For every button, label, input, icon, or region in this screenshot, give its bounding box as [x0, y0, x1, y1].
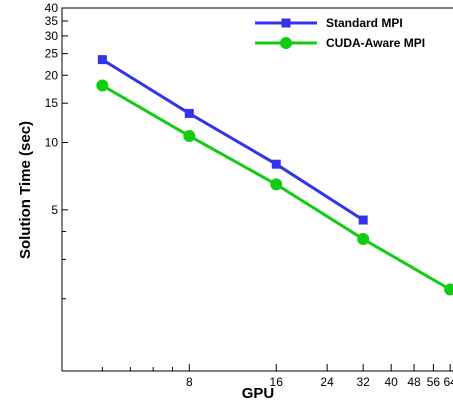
x-tick-label: 16 — [270, 375, 284, 389]
y-tick-label: 35 — [45, 14, 59, 28]
data-point-square — [97, 55, 107, 65]
x-axis-title: GPU — [242, 385, 275, 402]
data-point-circle — [270, 178, 283, 191]
y-axis-title: Solution Time (sec) — [17, 121, 34, 259]
x-tick-label: 32 — [357, 375, 371, 389]
data-point-square — [184, 108, 194, 118]
y-tick-label: 15 — [45, 96, 59, 110]
x-axis-ticks: 8 16 24 32 40 48 5664 — [101, 364, 453, 389]
y-tick-label: 40 — [45, 1, 59, 15]
plot-frame — [61, 7, 453, 372]
legend-label: Standard MPI — [326, 16, 403, 30]
legend-marker-square — [281, 18, 291, 28]
series-line-1 — [101, 58, 365, 222]
series-layer — [96, 55, 453, 296]
y-tick-label: 10 — [45, 136, 59, 150]
x-tick-label: 40 — [385, 375, 399, 389]
legend: Standard MPI CUDA-Aware MPI — [255, 16, 425, 50]
x-tick-label: 48 — [407, 375, 421, 389]
y-tick-label: 20 — [45, 68, 59, 82]
data-point-circle — [96, 79, 109, 92]
y-tick-label: 30 — [45, 29, 59, 43]
y-tick-label: 25 — [45, 47, 59, 61]
data-point-circle — [444, 283, 453, 296]
data-point-circle — [357, 233, 370, 246]
x-tick-label: 64 — [443, 375, 453, 389]
legend-marker-circle — [280, 37, 292, 49]
data-point-circle — [183, 129, 196, 142]
legend-label: CUDA-Aware MPI — [326, 36, 425, 50]
x-tick-label: 24 — [320, 375, 334, 389]
x-tick-label: 8 — [186, 375, 193, 389]
data-point-square — [358, 215, 368, 225]
data-point-square — [271, 159, 281, 169]
x-tick-label: 56 — [427, 375, 441, 389]
y-tick-label: 5 — [51, 203, 58, 217]
